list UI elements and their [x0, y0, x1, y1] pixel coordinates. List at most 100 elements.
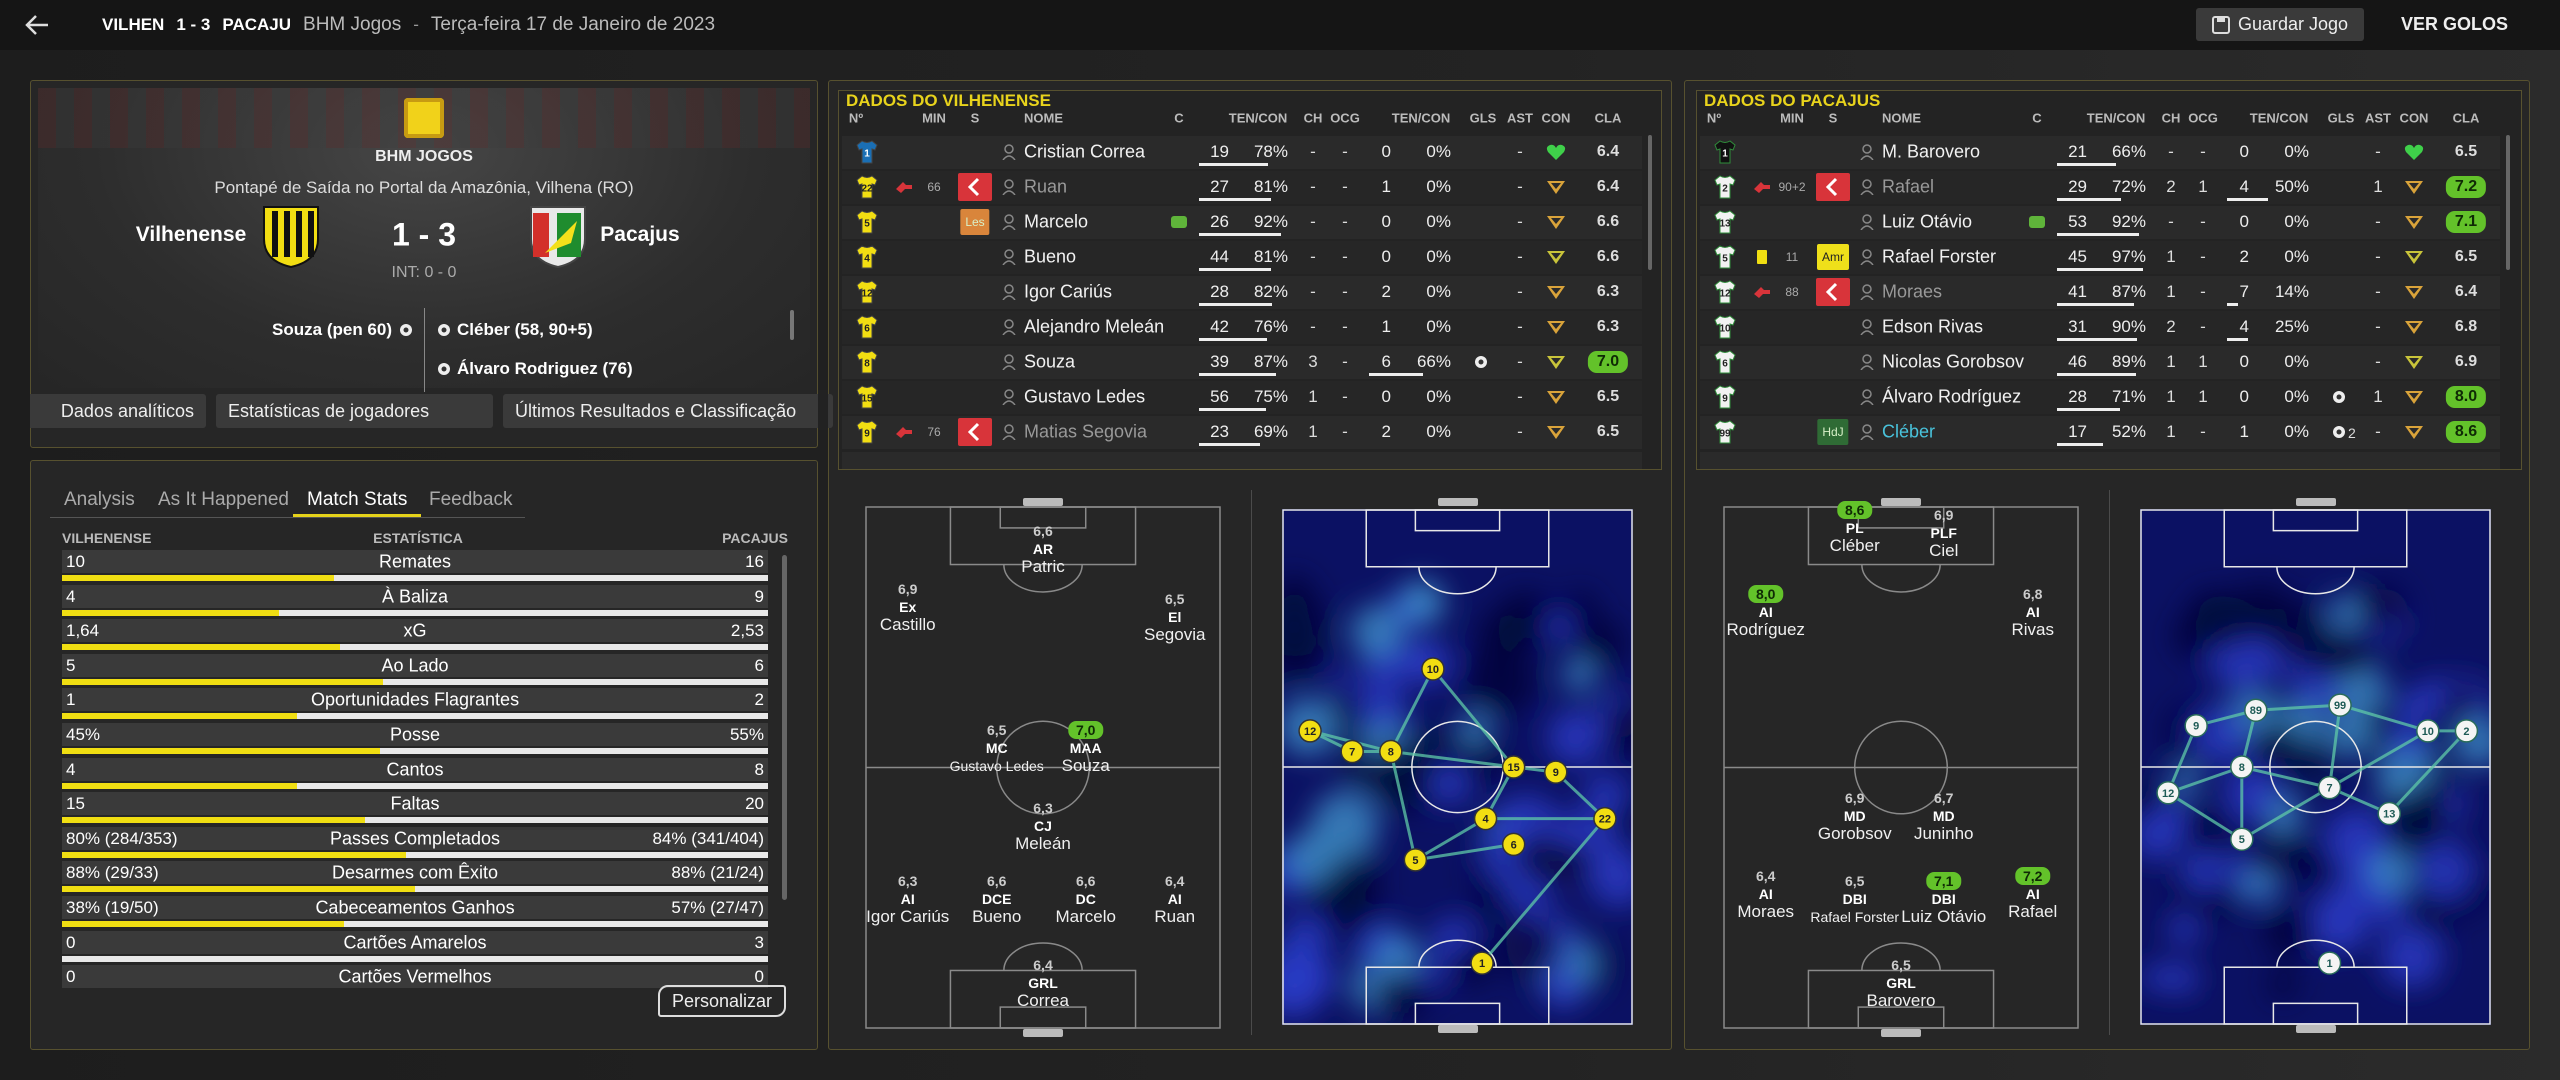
pass-link: [1390, 750, 1514, 769]
stats-mask: [40, 988, 780, 1043]
formation-position: Ex: [899, 598, 917, 615]
analysis-button[interactable]: Dados analíticos: [0, 394, 206, 428]
column-header: TEN/CON: [2086, 110, 2146, 126]
chances: 1: [2166, 422, 2176, 441]
player-node: [1501, 755, 1526, 779]
stat-home: 80% (284/353): [66, 828, 178, 848]
penalty-arc: [1418, 939, 1497, 968]
formation-player: Segovia: [1144, 625, 1206, 645]
assists: -: [2375, 352, 2381, 371]
rating: 6.6: [1596, 213, 1620, 230]
formation-pitch: [1723, 506, 2079, 1029]
passes: 21: [2068, 142, 2087, 161]
stat-away: 8: [754, 759, 764, 779]
stat-row: [62, 723, 768, 746]
penalty-arc: [1003, 564, 1083, 593]
cross-pct-bar: [2227, 198, 2268, 201]
shirt-number: 5: [1722, 253, 1728, 265]
passes: 28: [2068, 387, 2087, 406]
away-crest: [530, 206, 586, 269]
passes: 45: [2068, 247, 2087, 266]
customize-button[interactable]: Personalizar: [658, 985, 786, 1017]
formation-rating: 8,0: [1747, 584, 1784, 603]
pass-pct-bar: [1199, 198, 1272, 201]
pass-pct: 81%: [1253, 177, 1288, 196]
stats-tab[interactable]: Analysis: [64, 489, 135, 510]
cross-pct-bar: [1369, 373, 1424, 376]
sub-minute: 66: [927, 180, 941, 194]
column-header: CON: [1541, 110, 1571, 126]
person-head: [1862, 354, 1872, 364]
chances: -: [1310, 212, 1316, 231]
crosses: 2: [1381, 282, 1391, 301]
stat-row: [62, 861, 768, 885]
stats-tab[interactable]: As It Happened: [158, 489, 289, 510]
assists: -: [1517, 352, 1523, 371]
passes: 29: [2068, 177, 2087, 196]
formation-player: Rafael Forster: [1810, 909, 1900, 926]
shirt-number: 5: [864, 218, 870, 230]
stats-header-home: VILHENENSE: [62, 530, 152, 546]
heat-blob: [1562, 591, 1599, 627]
player-shirt: [856, 245, 878, 269]
status-badge: Les: [960, 209, 990, 235]
formation-player: Igor Cariús: [866, 907, 950, 927]
stat-bar-away: [297, 713, 768, 720]
header-home-short: VILHEN: [102, 15, 165, 34]
badge-bg: [1816, 278, 1850, 306]
goal-count: 2: [2348, 425, 2356, 441]
chances: -: [2168, 142, 2174, 161]
half-time: INT: 0 - 0: [391, 264, 457, 281]
crosses: 0: [2239, 352, 2249, 371]
person-icon: [1002, 319, 1016, 335]
person-head: [1004, 144, 1014, 154]
pass-pct-bar: [2057, 268, 2144, 271]
clear-chances: 1: [2198, 387, 2208, 406]
stat-bar-home: [62, 851, 407, 858]
player-node: [1501, 832, 1526, 857]
person-body: [1860, 155, 1874, 160]
person-head: [1004, 179, 1014, 189]
pass-link: [1389, 668, 1435, 753]
scorers-divider: [424, 308, 425, 392]
penalty-arc: [2276, 939, 2355, 968]
shirt-shape: [856, 420, 878, 444]
assists: -: [1517, 247, 1523, 266]
player-node-number: 6: [1511, 839, 1517, 851]
stats-tab[interactable]: Feedback: [429, 489, 513, 510]
crosses: 0: [1381, 142, 1391, 161]
player-name: Souza: [1024, 351, 1076, 372]
crosses: 1: [1381, 317, 1391, 336]
shirt-shape: [1714, 140, 1736, 164]
stat-row: [62, 826, 768, 850]
assists: -: [1517, 142, 1523, 161]
condition-icon: [1547, 181, 1565, 194]
clear-chances: -: [1342, 247, 1348, 266]
player-node: [1473, 806, 1498, 831]
stats-tab[interactable]: Match Stats: [307, 489, 408, 510]
analysis-button[interactable]: Últimos Resultados e Classificação: [503, 394, 833, 428]
pass-link: [1431, 668, 1515, 768]
stat-bar-home: [62, 609, 280, 616]
back-button[interactable]: [24, 13, 50, 37]
home-scorer: Souza (pen 60): [272, 320, 392, 339]
person-icon: [1002, 214, 1016, 230]
cross-pct: 50%: [2274, 177, 2309, 196]
player-node: [2454, 719, 2479, 743]
formation-rating: 6,7: [1933, 789, 1954, 806]
heat-blob: [1516, 832, 1568, 884]
goals-button[interactable]: VER GOLOS: [2380, 8, 2520, 41]
heat-blob: [1574, 618, 1625, 669]
stat-label: Posse: [389, 724, 441, 745]
formation-position: AI: [900, 891, 915, 908]
cross-pct: 66%: [1416, 352, 1451, 371]
assists: -: [2375, 212, 2381, 231]
penalty-arc: [1861, 942, 1941, 971]
analysis-button[interactable]: Estatísticas de jogadores: [216, 394, 493, 428]
column-header: Nº: [848, 110, 864, 126]
save-button[interactable]: Guardar Jogo: [2196, 8, 2364, 41]
stat-bar-home: [62, 748, 380, 754]
cross-pct: 0%: [1426, 142, 1451, 161]
column-header: TEN/CON: [1228, 110, 1288, 126]
rating: 6.4: [1596, 178, 1620, 195]
